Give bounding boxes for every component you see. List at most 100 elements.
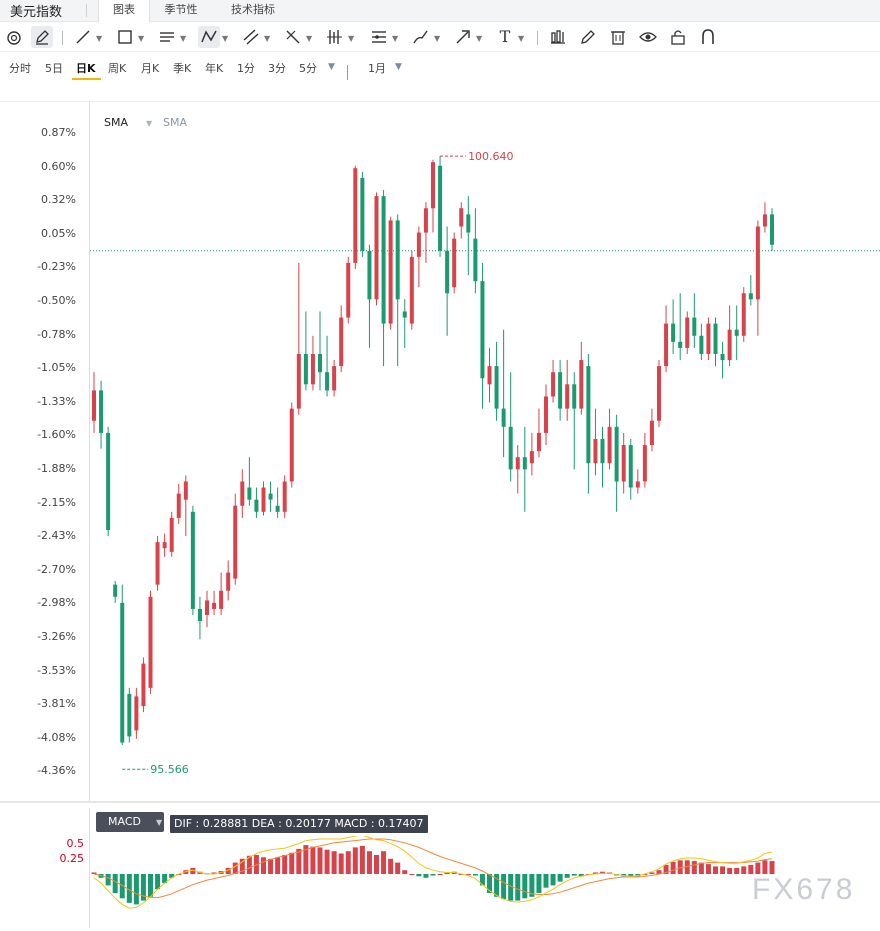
- macd-chart[interactable]: [90, 836, 880, 926]
- sma-label-1[interactable]: SMA: [104, 116, 128, 129]
- fibonacci-caret-icon[interactable]: ▼: [306, 34, 313, 43]
- candle[interactable]: [459, 202, 464, 239]
- fibonacci-icon[interactable]: [282, 26, 304, 48]
- period-monthly[interactable]: 月K: [141, 62, 160, 75]
- candle[interactable]: [431, 159, 435, 233]
- candle[interactable]: [734, 305, 739, 361]
- candle[interactable]: [565, 360, 570, 421]
- candle[interactable]: [416, 226, 421, 288]
- period-3min[interactable]: 3分: [268, 62, 286, 75]
- range-select-caret-icon[interactable]: ▼: [395, 62, 402, 72]
- candle[interactable]: [473, 208, 478, 294]
- candle[interactable]: [212, 590, 217, 616]
- zigzag-caret-icon[interactable]: ▼: [222, 34, 229, 43]
- candle[interactable]: [233, 493, 238, 585]
- trend-channel-caret-icon[interactable]: ▼: [264, 34, 271, 43]
- candle[interactable]: [466, 196, 471, 276]
- candle[interactable]: [289, 402, 294, 488]
- candle[interactable]: [770, 208, 774, 251]
- candle[interactable]: [113, 581, 118, 603]
- rectangle-caret-icon[interactable]: ▼: [138, 34, 145, 43]
- candle[interactable]: [628, 438, 633, 500]
- macd-caret-icon[interactable]: ▼: [156, 818, 163, 827]
- candle[interactable]: [254, 487, 259, 518]
- candle[interactable]: [544, 384, 548, 446]
- undo-drawing-icon[interactable]: [3, 26, 25, 48]
- tab-seasonality[interactable]: 季节性: [164, 3, 198, 16]
- candle[interactable]: [367, 244, 372, 348]
- zigzag-pattern-icon[interactable]: [198, 26, 220, 48]
- candle[interactable]: [148, 590, 153, 694]
- candle[interactable]: [649, 408, 654, 452]
- brush-caret-icon[interactable]: ▼: [434, 34, 441, 43]
- candle[interactable]: [438, 156, 443, 257]
- candle[interactable]: [275, 487, 280, 518]
- candle[interactable]: [155, 536, 160, 591]
- pen-icon[interactable]: [31, 26, 53, 48]
- candle[interactable]: [92, 372, 96, 433]
- arrow-caret-icon[interactable]: ▼: [476, 34, 483, 43]
- candle[interactable]: [706, 317, 711, 361]
- bars-caret-icon[interactable]: ▼: [348, 34, 355, 43]
- candle[interactable]: [374, 192, 379, 306]
- candle[interactable]: [671, 299, 676, 354]
- candle[interactable]: [183, 475, 188, 537]
- candle[interactable]: [141, 657, 146, 713]
- candle[interactable]: [508, 372, 513, 482]
- candle[interactable]: [664, 305, 669, 373]
- line-icon[interactable]: [72, 26, 94, 48]
- tab-chart[interactable]: 图表: [98, 0, 150, 22]
- candle[interactable]: [480, 262, 485, 409]
- candle[interactable]: [120, 584, 125, 745]
- candle[interactable]: [346, 256, 351, 324]
- candle[interactable]: [494, 341, 499, 421]
- measure-icon[interactable]: [368, 26, 390, 48]
- candle[interactable]: [310, 335, 315, 391]
- candle[interactable]: [614, 414, 619, 512]
- parallel-lines-icon[interactable]: [156, 26, 178, 48]
- candle[interactable]: [529, 432, 534, 476]
- tab-technical-indicators[interactable]: 技术指标: [231, 3, 275, 16]
- magnet-icon[interactable]: [697, 26, 719, 48]
- candle[interactable]: [240, 469, 245, 518]
- candle[interactable]: [607, 408, 612, 470]
- sma-label-2[interactable]: SMA: [163, 116, 187, 129]
- candle[interactable]: [713, 317, 718, 367]
- period-yearly[interactable]: 年K: [205, 62, 224, 75]
- period-1min[interactable]: 1分: [237, 62, 255, 75]
- candle[interactable]: [657, 360, 661, 427]
- candle[interactable]: [720, 341, 725, 379]
- macd-indicator-button[interactable]: MACD: [96, 812, 164, 832]
- candle[interactable]: [522, 426, 527, 512]
- candle[interactable]: [395, 214, 400, 367]
- candle[interactable]: [339, 305, 344, 373]
- candle[interactable]: [402, 299, 407, 348]
- line-caret-icon[interactable]: ▼: [96, 34, 103, 43]
- candlestick-chart[interactable]: 100.640 95.566: [90, 102, 880, 800]
- brush-icon[interactable]: [410, 26, 432, 48]
- period-5day[interactable]: 5日: [45, 62, 63, 75]
- candle[interactable]: [169, 511, 174, 557]
- candle[interactable]: [162, 533, 167, 557]
- candle[interactable]: [409, 250, 414, 330]
- candle[interactable]: [318, 311, 322, 391]
- candle[interactable]: [353, 165, 358, 269]
- candle[interactable]: [727, 305, 732, 367]
- candle[interactable]: [176, 483, 181, 524]
- candle[interactable]: [600, 426, 605, 488]
- candle[interactable]: [99, 380, 104, 449]
- period-quarterly[interactable]: 季K: [173, 62, 192, 75]
- candle[interactable]: [536, 408, 541, 458]
- candle[interactable]: [332, 360, 337, 397]
- candle[interactable]: [381, 190, 386, 367]
- candle[interactable]: [268, 481, 273, 512]
- delete-icon[interactable]: [607, 26, 629, 48]
- text-icon[interactable]: T: [499, 27, 511, 46]
- arrow-icon[interactable]: [452, 26, 474, 48]
- candle[interactable]: [586, 353, 591, 494]
- indicator-icon[interactable]: [547, 26, 569, 48]
- bars-icon[interactable]: [324, 26, 346, 48]
- candle[interactable]: [219, 572, 224, 616]
- candle[interactable]: [593, 408, 598, 476]
- candle[interactable]: [635, 469, 640, 494]
